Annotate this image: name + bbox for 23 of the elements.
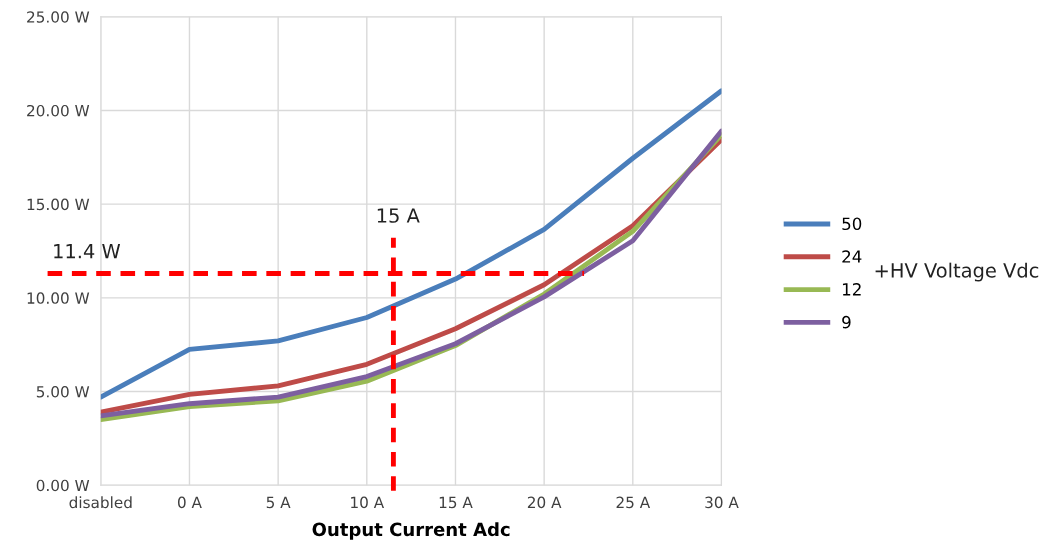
x-tick-label: 20 A [527, 496, 562, 509]
y-tick-label: 0.00 W [36, 479, 90, 492]
annotation: 15 A [377, 208, 420, 223]
y-tick-label: 25.00 W [27, 11, 90, 23]
x-tick-label: 10 A [351, 496, 385, 509]
x-tick-label: 15 A [439, 496, 473, 509]
x-tick-label: 25 A [616, 496, 651, 509]
legend-label: 12 [842, 283, 861, 296]
x-tick-label: 0 A [177, 496, 202, 509]
y-tick-label: 20.00 W [27, 104, 90, 117]
y-tick-label: 10.00 W [27, 292, 90, 304]
legend-title: +HV Voltage Vdc [875, 262, 1039, 282]
legend-label: 9 [842, 315, 851, 329]
y-tick-label: 5.00 W [36, 385, 90, 398]
x-tick-label: disabled [69, 496, 132, 509]
legend-label: 50 [842, 217, 862, 231]
x-tick-label: 5 A [266, 496, 291, 509]
ref-line-label: 11.4 W [54, 244, 121, 259]
line-series [100, 88, 722, 400]
legend-label: 24 [842, 250, 862, 263]
y-tick-label: 15.00 W [27, 198, 90, 211]
x-tick-label: 30 A [705, 496, 739, 509]
x-axis-title: Output Current Adc [312, 522, 510, 540]
